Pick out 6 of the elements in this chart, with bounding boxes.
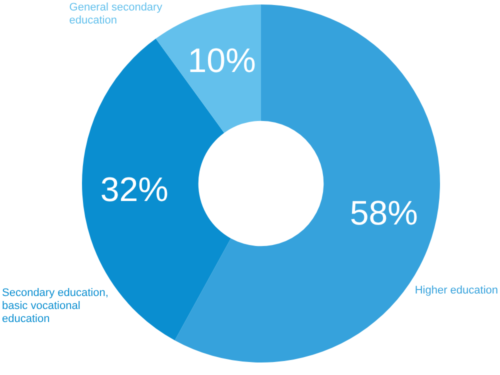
data-label: 58% [350,194,418,232]
data-label: 32% [100,170,168,209]
slice-label: Secondary education, basic vocational education [2,286,108,325]
slice-label: General secondary education [69,2,163,27]
slice-label: Higher education [414,284,498,297]
data-label: 10% [188,42,256,80]
